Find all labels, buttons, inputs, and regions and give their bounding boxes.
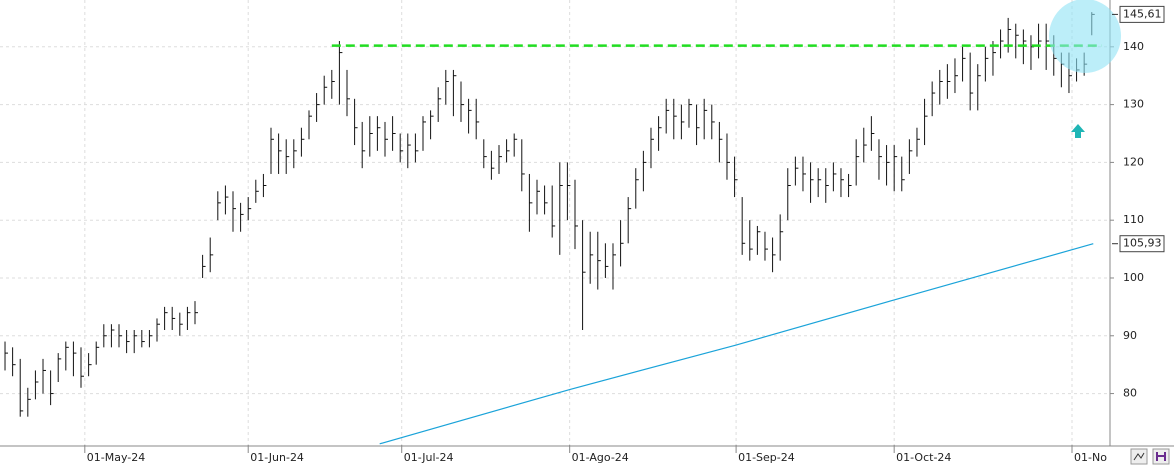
x-tick-label: 01-Oct-24 [896, 451, 951, 464]
price-label: 145,61 [1123, 7, 1162, 20]
x-tick-label: 01-Ago-24 [572, 451, 629, 464]
y-tick-label: 120 [1123, 155, 1144, 168]
price-label: 105,93 [1123, 237, 1162, 250]
icon [1156, 452, 1166, 461]
x-tick-label: 01-No [1074, 451, 1107, 464]
x-tick-label: 01-Sep-24 [738, 451, 795, 464]
highlight [1049, 0, 1121, 73]
x-tick-label: 01-Jul-24 [404, 451, 454, 464]
moving-average [379, 243, 1094, 445]
grid [0, 0, 1114, 453]
icon [1133, 452, 1145, 461]
price-box [1119, 5, 1165, 23]
y-tick-label: 140 [1123, 40, 1144, 53]
y-tick-label: 80 [1123, 387, 1137, 400]
y-tick-label: 100 [1123, 271, 1144, 284]
y-tick-label: 90 [1123, 329, 1137, 342]
button[interactable] [1130, 448, 1148, 465]
labels: 80 90 100 110 120 130 140 01-May-24 01-Jun-24 01-… [87, 5, 1165, 464]
plot [4, 12, 1102, 445]
toolbar [1130, 448, 1170, 465]
y-tick-label: 110 [1123, 213, 1144, 226]
x-tick-label: 01-Jun-24 [250, 451, 304, 464]
y-tick-label: 130 [1123, 98, 1144, 111]
price-box [1119, 235, 1165, 253]
x-tick-label: 01-May-24 [87, 451, 145, 464]
arrow [1071, 124, 1085, 138]
